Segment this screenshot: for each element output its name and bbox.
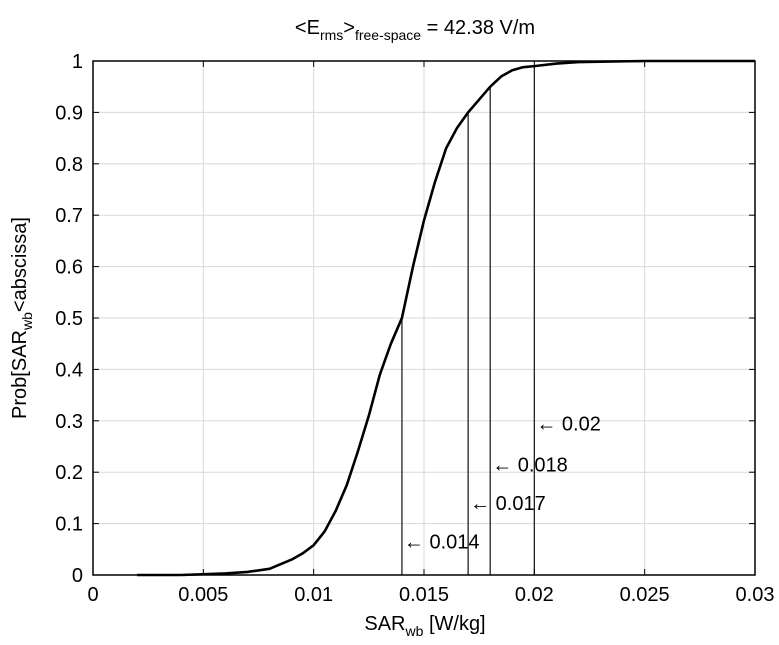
chart-title-prefix: <E bbox=[295, 17, 320, 39]
x-tick-label: 0.005 bbox=[178, 584, 228, 606]
y-tick-label: 0.4 bbox=[55, 359, 83, 381]
x-axis-title-main: SAR bbox=[364, 613, 405, 635]
x-tick-label: 0.03 bbox=[736, 584, 775, 606]
grid bbox=[93, 61, 755, 575]
x-tick-label: 0 bbox=[87, 584, 98, 606]
annotation-label-0.017: ← 0.017 bbox=[470, 493, 546, 515]
y-axis-title-suffix: <abscissa] bbox=[9, 217, 31, 312]
chart-title: <Erms>free-space = 42.38 V/m bbox=[295, 17, 535, 43]
reference-lines bbox=[401, 66, 535, 575]
y-tick-label: 0.9 bbox=[55, 102, 83, 124]
annotation-label-0.014: ← 0.014 bbox=[404, 532, 480, 554]
chart-title-sub2: free-space bbox=[355, 27, 421, 43]
y-tick-label: 1 bbox=[72, 51, 83, 73]
annotations: ← 0.014 ← 0.017 ← 0.018 ← 0.02 bbox=[404, 413, 601, 553]
y-axis-title-main: Prob[SAR bbox=[9, 330, 31, 419]
x-axis-title: SARwb [W/kg] bbox=[364, 613, 485, 639]
chart-title-mid: > bbox=[343, 17, 355, 39]
y-tick-label: 0.2 bbox=[55, 462, 83, 484]
y-tick-label: 0.5 bbox=[55, 308, 83, 330]
x-axis-title-sub: wb bbox=[404, 623, 423, 639]
annotation-label-0.018: ← 0.018 bbox=[492, 454, 568, 476]
y-tick-label: 0.6 bbox=[55, 257, 83, 279]
y-tick-label: 0.1 bbox=[55, 514, 83, 536]
annotation-label-0.02: ← 0.02 bbox=[536, 413, 600, 435]
y-tick-label: 0.3 bbox=[55, 411, 83, 433]
x-tick-label: 0.01 bbox=[294, 584, 333, 606]
x-axis-title-suffix: [W/kg] bbox=[423, 613, 485, 635]
x-tick-label: 0.025 bbox=[620, 584, 670, 606]
chart-title-suffix: = 42.38 V/m bbox=[421, 17, 535, 39]
cdf-curve bbox=[137, 59, 755, 577]
y-tick-label: 0.7 bbox=[55, 205, 83, 227]
axis-ticks: 0 0.005 0.01 0.015 0.02 0.025 0.03 0 0.1 0.2 0.3 0.… bbox=[55, 51, 774, 606]
y-axis-title: Prob[SARwb<abscissa] bbox=[9, 217, 35, 419]
y-tick-label: 0.8 bbox=[55, 154, 83, 176]
x-tick-label: 0.015 bbox=[399, 584, 449, 606]
y-tick-label: 0 bbox=[72, 565, 83, 587]
y-axis-title-sub: wb bbox=[19, 312, 35, 331]
x-tick-label: 0.02 bbox=[515, 584, 554, 606]
chart-title-sub: rms bbox=[320, 27, 343, 43]
